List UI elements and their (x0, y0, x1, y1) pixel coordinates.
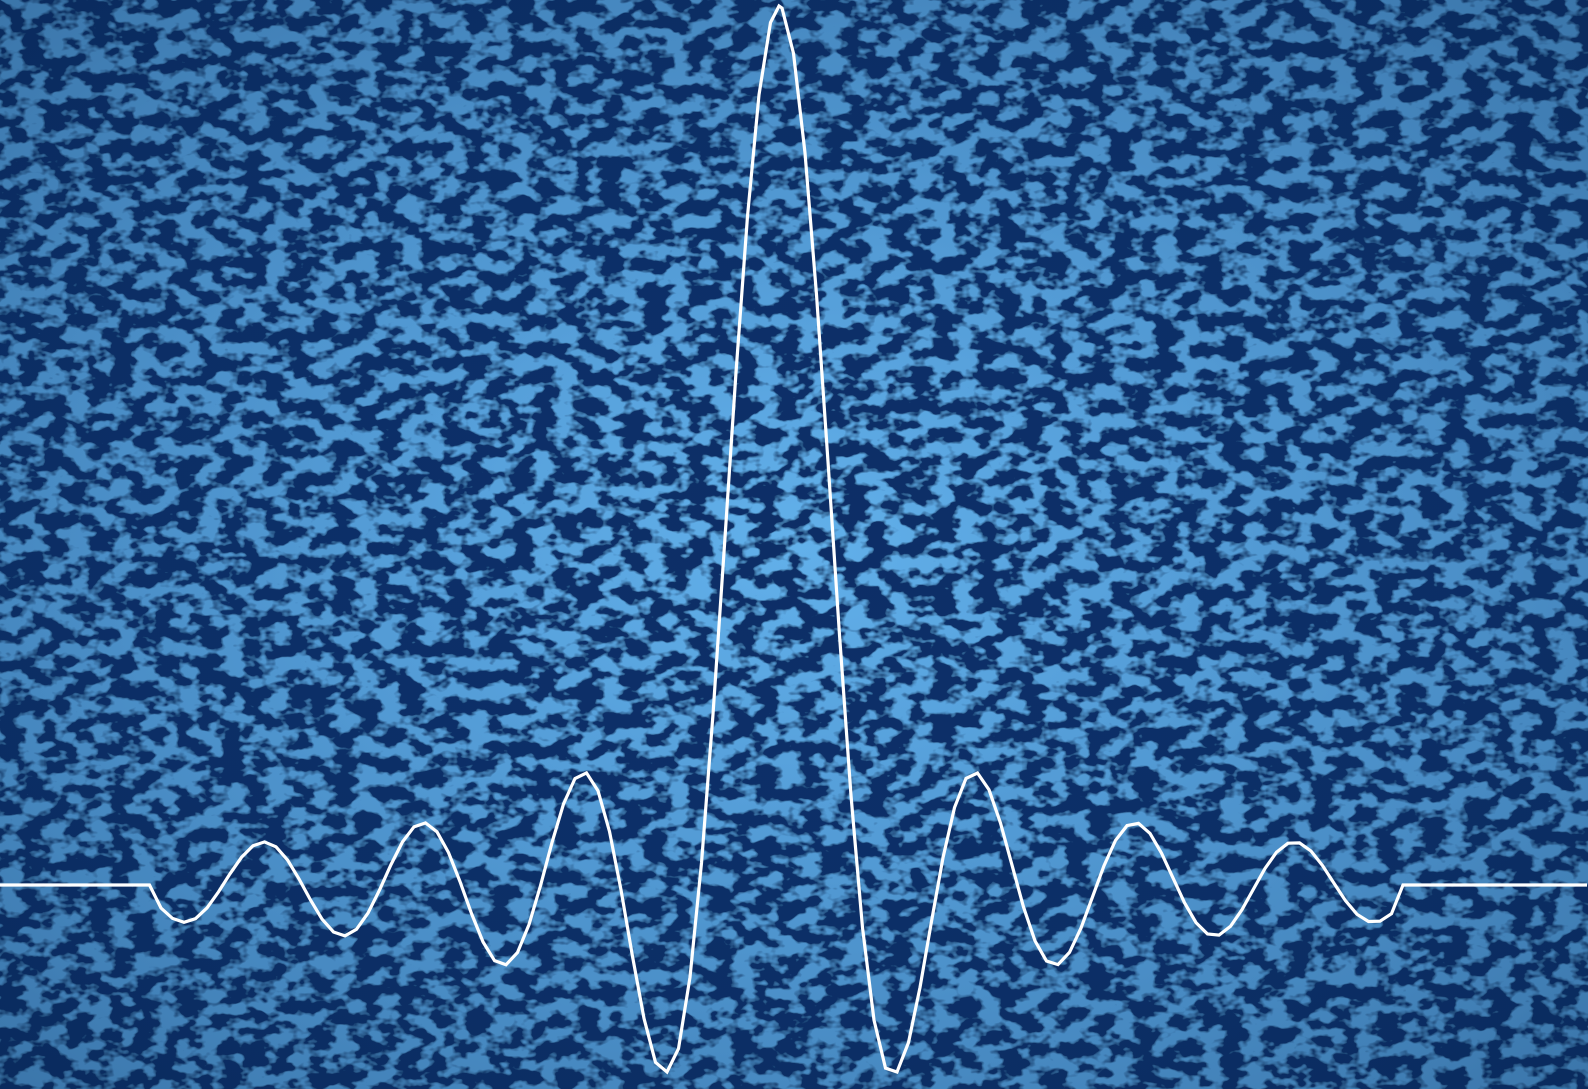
sinc-waveform-line (0, 3, 1587, 1075)
